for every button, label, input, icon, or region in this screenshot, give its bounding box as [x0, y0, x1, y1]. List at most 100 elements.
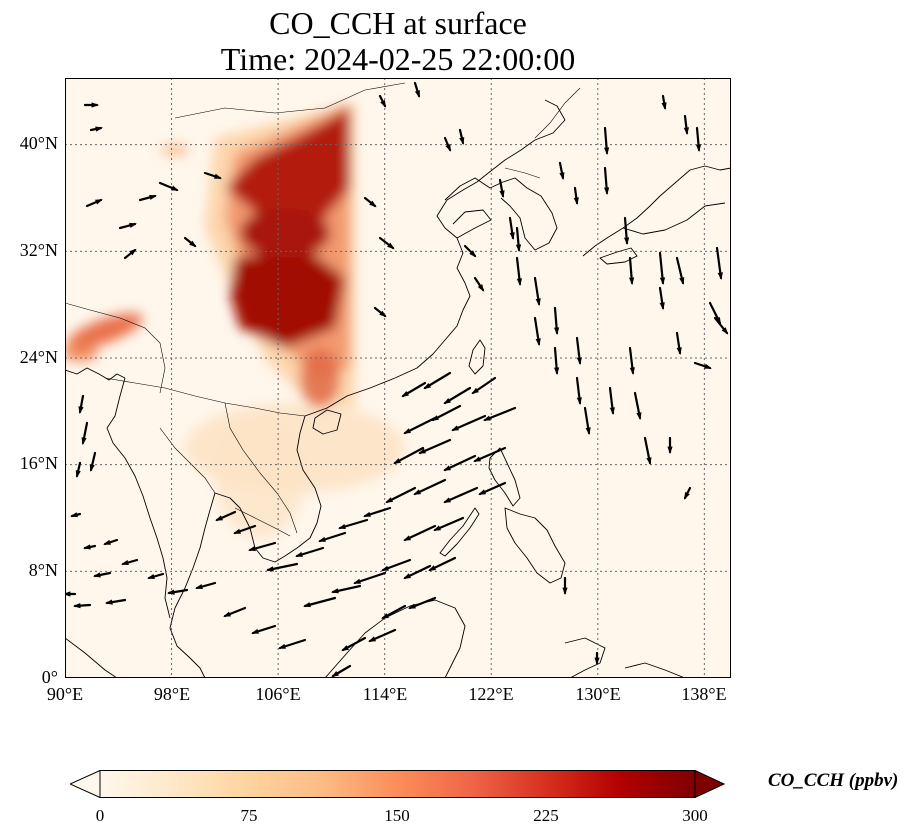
- japan-south-honshu: [622, 202, 726, 235]
- wind-arrowhead: [483, 415, 491, 421]
- wind-arrowhead: [93, 572, 101, 578]
- borneo: [324, 599, 466, 678]
- wind-arrow: [443, 454, 477, 472]
- wind-arrow: [451, 414, 487, 432]
- map-background: [65, 78, 731, 678]
- wind-arrowhead: [477, 284, 485, 292]
- wind-arrowhead: [381, 565, 389, 571]
- wind-arrowhead: [167, 589, 175, 595]
- y-tick-label: 40°N: [19, 133, 58, 153]
- wind-arrowhead: [147, 574, 155, 579]
- visayas-mindanao: [504, 507, 566, 584]
- wind-arrow: [443, 486, 479, 504]
- wind-arrowhead: [717, 272, 723, 280]
- wind-arrowhead: [379, 310, 387, 318]
- wind-arrowhead: [431, 415, 439, 421]
- wind-arrowhead: [535, 338, 541, 346]
- wind-arrowhead: [629, 367, 635, 375]
- wind-arrowhead: [83, 544, 91, 550]
- wind-arrowhead: [473, 456, 481, 462]
- wind-arrowhead: [554, 327, 560, 335]
- wind-arrowhead: [70, 512, 78, 518]
- wind-arrowhead: [81, 437, 87, 445]
- wind-arrowhead: [661, 102, 667, 110]
- wind-arrowhead: [443, 398, 451, 404]
- wind-arrowhead: [95, 199, 103, 205]
- x-tick-label: 114°E: [362, 684, 408, 704]
- wind-arrowhead: [65, 591, 71, 597]
- wind-arrowhead: [428, 565, 436, 571]
- wind-arrowhead: [403, 535, 411, 541]
- wind-vectors-east: [463, 94, 729, 665]
- wind-arrowhead: [295, 551, 303, 557]
- wind-arrowhead: [73, 603, 81, 609]
- plume-core-south: [230, 248, 345, 348]
- wind-arrowhead: [387, 242, 395, 250]
- wind-arrowhead: [695, 144, 702, 152]
- wind-arrowhead: [715, 317, 721, 325]
- wind-arrowhead: [636, 412, 642, 420]
- plume-bangladesh: [65, 345, 98, 361]
- sumatra: [65, 637, 118, 678]
- wind-arrowhead: [363, 511, 371, 517]
- y-tick-label: 8°N: [28, 560, 58, 580]
- wind-vectors-west: [65, 102, 189, 609]
- wind-arrowhead: [576, 397, 582, 405]
- korea-peninsula: [500, 177, 558, 251]
- colorbar: [70, 770, 725, 798]
- wind-arrowhead: [684, 492, 690, 500]
- wind-arrowhead: [624, 237, 630, 245]
- wind-arrowhead: [278, 643, 286, 649]
- wind-arrowhead: [368, 636, 376, 642]
- wind-arrowhead: [401, 391, 409, 397]
- wind-arrowhead: [341, 645, 349, 651]
- map-panel: [65, 78, 731, 678]
- wind-arrowhead: [679, 277, 685, 285]
- wind-arrowhead: [585, 427, 591, 435]
- wind-arrowhead: [95, 126, 103, 132]
- wind-arrow: [418, 438, 452, 455]
- wind-arrowhead: [418, 448, 426, 454]
- wind-arrowhead: [91, 102, 99, 108]
- wind-arrowhead: [683, 127, 689, 135]
- wind-arrowhead: [604, 147, 610, 155]
- gulf-of-thailand: [169, 492, 216, 678]
- wind-arrowhead: [499, 190, 505, 198]
- plume-northeast-india: [67, 313, 143, 349]
- colorbar-tick-label: 75: [240, 806, 258, 825]
- wind-arrowhead: [105, 599, 113, 605]
- sulawesi: [564, 637, 606, 678]
- wind-arrowhead: [659, 302, 665, 310]
- plume-core-band: [240, 208, 330, 258]
- wind-arrowhead: [676, 347, 682, 355]
- wind-arrowhead: [516, 278, 522, 286]
- x-tick-label: 98°E: [153, 684, 191, 704]
- wind-arrowhead: [303, 602, 311, 608]
- wind-arrowhead: [215, 515, 223, 521]
- wind-vectors: [65, 81, 729, 678]
- wind-arrowhead: [646, 457, 652, 465]
- country-borders: [65, 82, 581, 537]
- y-tick-label: 32°N: [19, 240, 58, 260]
- thailand-border: [159, 427, 216, 494]
- wind-arrowhead: [223, 611, 231, 617]
- wind-arrowhead: [248, 546, 256, 552]
- taiwan: [468, 339, 486, 375]
- russia-border: [534, 87, 581, 139]
- y-tick-label: 16°N: [19, 453, 58, 473]
- wind-arrowhead: [403, 428, 411, 434]
- china-coast: [304, 99, 566, 417]
- wind-arrowhead: [459, 137, 465, 145]
- wind-arrowhead: [403, 573, 411, 579]
- wind-arrowhead: [75, 470, 81, 478]
- wind-arrowhead: [195, 584, 203, 590]
- wind-arrowhead: [149, 194, 157, 200]
- wind-arrowhead: [573, 197, 579, 205]
- laos-vietnam-border: [224, 402, 298, 534]
- wind-arrowhead: [353, 578, 361, 584]
- wind-arrowhead: [423, 383, 431, 389]
- plume-guangdong: [300, 348, 340, 408]
- palawan: [439, 507, 480, 557]
- wind-arrowhead: [233, 528, 241, 534]
- colorbar-title: CO_CCH (ppbv): [768, 770, 899, 791]
